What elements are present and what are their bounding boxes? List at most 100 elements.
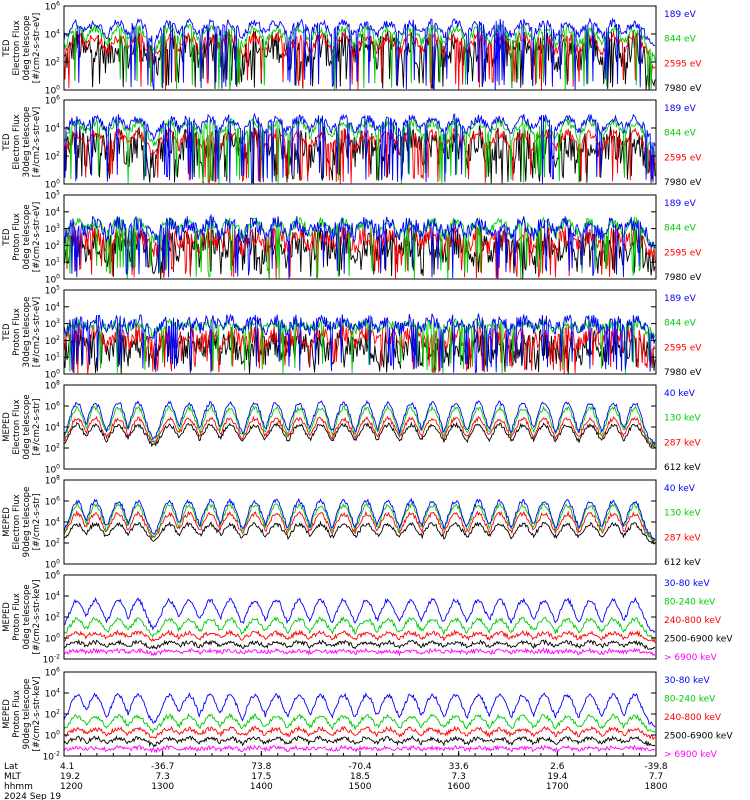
panel-2: 106 104 102 100 TED Electron Flux 30deg telesc… [2, 95, 702, 191]
legend-entry: 2500-6900 keV [664, 732, 733, 742]
legend-entry: 2500-6900 keV [664, 635, 733, 645]
lat-value: 2.6 [550, 762, 565, 772]
series-line-4 [63, 497, 656, 541]
y-axis-label-line: Proton Flux [12, 213, 22, 261]
y-tick-label: 100 [45, 179, 60, 191]
legend-entry: 240-800 keV [664, 713, 722, 723]
panel-frame [63, 671, 657, 757]
legend-entry: 189 eV [664, 10, 697, 20]
y-axis-label-line: [#/cm2-s-str-eV] [32, 202, 42, 272]
legend-entry: > 6900 keV [664, 750, 718, 760]
panel-3: 105 104 103 102 101 100 TED Proton Flux 0deg tel… [2, 190, 702, 286]
legend-entry: 2595 eV [664, 343, 702, 353]
legend-entry: 40 keV [664, 484, 696, 494]
y-tick-label: 106 [45, 95, 60, 107]
lat-value: 4.1 [60, 762, 74, 772]
legend-entry: 844 eV [664, 129, 697, 139]
panel-6: 108 106 104 102 100 MEPED Electron Flux 90deg t… [2, 475, 701, 571]
y-tick-label: 102 [45, 151, 60, 163]
series-line-3 [63, 629, 656, 643]
y-tick-label: 106 [45, 401, 60, 413]
y-tick-label: 103 [45, 223, 60, 235]
series-line-5 [63, 692, 656, 728]
y-tick-label: 108 [45, 475, 60, 487]
panel-7: 106 104 102 100 10-2 MEPED Proton Flux 0deg tel… [2, 570, 733, 666]
series-line-3 [63, 725, 656, 741]
y-axis-label-line: [#/cm2-s-str-eV] [32, 297, 42, 367]
y-axis-label-line: 0deg telescope [22, 15, 32, 80]
hhmm-value: 1400 [250, 782, 273, 792]
y-axis-label-line: Electron Flux [12, 494, 22, 549]
y-tick-label: 104 [45, 422, 60, 434]
mlt-value: 19.2 [60, 772, 80, 782]
mlt-value: 18.5 [350, 772, 370, 782]
legend-entry: 189 eV [664, 104, 697, 114]
y-axis-label-line: [#/cm2-s-str-keV] [32, 580, 42, 655]
legend-entry: 30-80 keV [664, 676, 710, 686]
y-tick-label: 104 [45, 29, 60, 41]
y-axis-label-line: 0deg telescope [22, 204, 32, 269]
y-axis-label-line: 90deg telescope [22, 679, 32, 750]
y-axis-label-line: 30deg telescope [22, 297, 32, 368]
y-axis-label-line: 30deg telescope [22, 107, 32, 178]
legend-entry: 7980 eV [664, 178, 702, 188]
mlt-value: 7.7 [649, 772, 663, 782]
series-line-1 [63, 744, 656, 754]
series-line-1 [63, 421, 656, 448]
panel-5: 108 106 104 102 100 MEPED Electron Flux 0deg te… [2, 380, 701, 476]
series-line-1 [63, 125, 656, 185]
lat-value: 33.6 [449, 762, 469, 772]
y-axis-label-line: MEPED [2, 412, 12, 442]
y-tick-label: 106 [45, 1, 60, 13]
series-line-2 [63, 638, 656, 651]
hhmm-value: 1600 [447, 782, 470, 792]
legend-entry: 7980 eV [664, 273, 702, 283]
y-tick-label: 102 [45, 709, 60, 721]
legend-entry: 40 keV [664, 389, 696, 399]
y-axis-label-line: MEPED [2, 507, 12, 537]
series-line-3 [63, 23, 656, 90]
legend-entry: 30-80 keV [664, 579, 710, 589]
panel-frame [63, 194, 657, 280]
y-axis-label-line: [#/cm2-s-str-keV] [32, 677, 42, 752]
series-line-1 [63, 647, 656, 657]
series-line-4 [63, 213, 656, 279]
legend-entry: 7980 eV [664, 84, 702, 94]
y-tick-label: 104 [45, 123, 60, 135]
y-axis-label-line: Proton Flux [12, 593, 22, 641]
hhmm-value: 1200 [60, 782, 83, 792]
y-tick-label: 104 [45, 591, 60, 603]
legend-entry: 130 keV [664, 414, 701, 424]
series-line-2 [63, 735, 656, 748]
y-tick-label: 100 [45, 274, 60, 286]
mlt-value: 19.4 [547, 772, 567, 782]
panel-frame [63, 289, 657, 375]
y-axis-label-line: [#/cm2-s-str] [32, 494, 42, 551]
y-tick-label: 106 [45, 570, 60, 582]
series-line-3 [63, 216, 656, 280]
series-line-4 [63, 400, 656, 445]
legend-entry: 130 keV [664, 509, 701, 519]
legend-entry: 80-240 keV [664, 598, 716, 608]
y-axis-label-line: MEPED [2, 699, 12, 729]
hhmm-value: 1300 [151, 782, 174, 792]
y-tick-label: 104 [45, 517, 60, 529]
series-line-2 [63, 415, 656, 447]
legend-entry: 2595 eV [664, 248, 702, 258]
time-axis-row-label: MLT [4, 772, 22, 782]
series-line-2 [63, 509, 656, 542]
hhmm-value: 1800 [645, 782, 668, 792]
y-tick-label: 105 [45, 285, 60, 297]
legend-entry: 2595 eV [664, 153, 702, 163]
legend-entry: 844 eV [664, 319, 697, 329]
legend-entry: 189 eV [664, 294, 697, 304]
y-tick-label: 102 [45, 57, 60, 69]
series-line-4 [63, 712, 656, 734]
legend-entry: 612 keV [664, 463, 701, 473]
y-tick-label: 102 [45, 538, 60, 550]
time-axis-row-label: hhmm [4, 782, 33, 792]
series-line-4 [63, 112, 656, 184]
y-axis-label-line: Electron Flux [12, 114, 22, 169]
y-tick-label: 102 [45, 240, 60, 252]
y-tick-label: 100 [45, 559, 60, 571]
